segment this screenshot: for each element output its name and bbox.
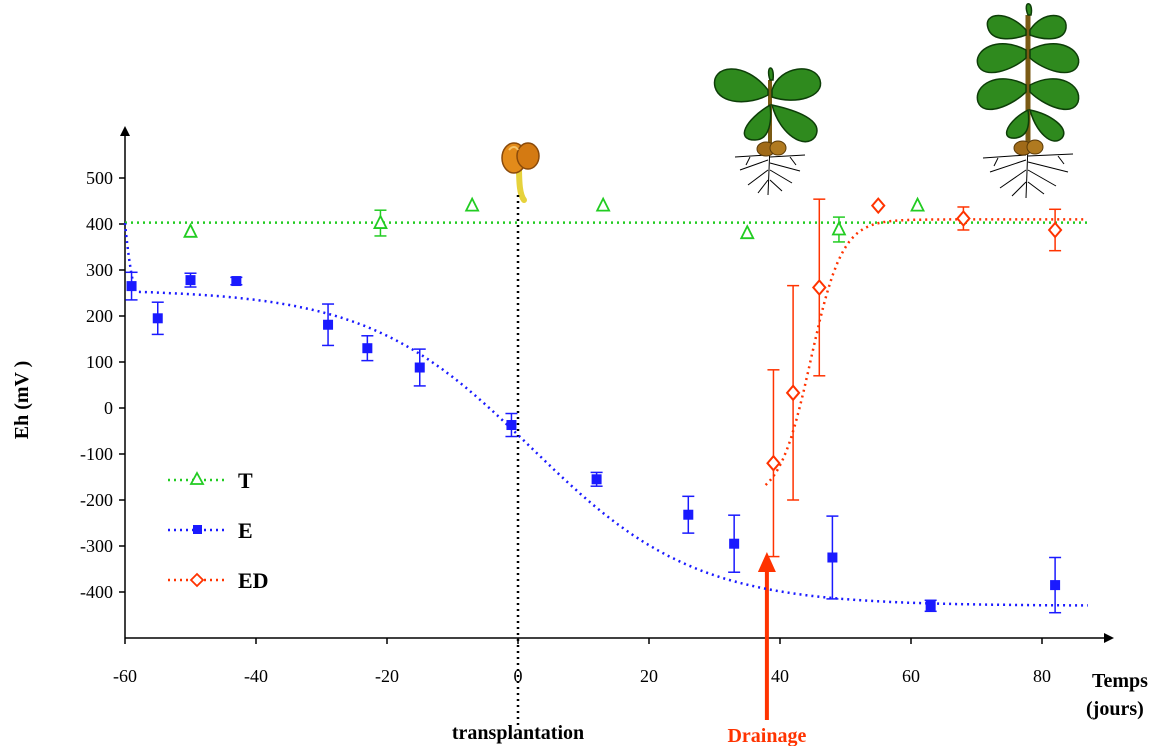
y-tick-label: -400 xyxy=(80,582,113,602)
error-bars xyxy=(125,198,1062,614)
data-point-t xyxy=(183,222,198,238)
data-point-e xyxy=(152,313,163,324)
x-tick-label: 80 xyxy=(1033,666,1051,686)
y-axis-title: Eh (mV ) xyxy=(11,361,33,440)
legend-label-t: T xyxy=(238,468,253,493)
fit-curve-ed xyxy=(764,218,1087,486)
data-point-ed xyxy=(870,197,886,215)
data-point-ed xyxy=(785,384,801,402)
data-markers xyxy=(126,196,1063,611)
young-plant-roots-icon xyxy=(734,144,806,196)
drainage-arrow-head-icon xyxy=(757,552,776,572)
mature-plant-roots-icon xyxy=(982,144,1074,199)
data-point-t xyxy=(372,214,388,229)
legend: T E ED xyxy=(168,468,269,593)
y-tick-label: 300 xyxy=(86,260,113,280)
data-point-e xyxy=(1050,580,1061,591)
x-tick-label: 40 xyxy=(771,666,789,686)
data-point-e xyxy=(185,275,196,286)
legend-marker-t-icon xyxy=(189,471,205,485)
data-point-e xyxy=(126,281,137,292)
data-point-ed xyxy=(766,454,781,472)
y-tick-label: 200 xyxy=(86,306,113,326)
data-point-e xyxy=(729,538,740,549)
data-point-ed xyxy=(811,278,827,297)
seed-icon xyxy=(501,142,540,203)
young-plant-icon xyxy=(713,67,822,196)
mature-plant-icon xyxy=(976,3,1080,199)
data-point-e xyxy=(591,474,602,485)
data-point-e xyxy=(323,319,334,330)
data-point-e xyxy=(362,343,373,354)
data-point-ed xyxy=(1047,221,1063,239)
data-point-t xyxy=(464,196,480,212)
data-point-e xyxy=(925,600,936,611)
y-tick-label: -100 xyxy=(80,444,113,464)
fit-curves xyxy=(123,218,1088,607)
x-tick-marks xyxy=(124,638,1043,644)
y-tick-label: -200 xyxy=(80,490,113,510)
data-point-e xyxy=(683,509,694,520)
x-tick-label: -40 xyxy=(244,666,268,686)
fit-curve-e xyxy=(123,222,1088,607)
data-point-t xyxy=(831,220,847,236)
y-tick-label: -300 xyxy=(80,536,113,556)
y-tick-marks xyxy=(119,177,125,593)
y-tick-label: 100 xyxy=(86,352,113,372)
x-tick-label: 20 xyxy=(640,666,658,686)
data-point-ed xyxy=(956,209,971,228)
x-tick-label: 0 xyxy=(514,666,523,686)
legend-label-ed: ED xyxy=(238,568,269,593)
x-axis-title-line2: (jours) xyxy=(1086,698,1144,720)
x-tick-label: -20 xyxy=(375,666,399,686)
legend-marker-ed-icon xyxy=(189,572,205,588)
x-tick-label: 60 xyxy=(902,666,920,686)
x-axis-title-line1: Temps xyxy=(1092,670,1148,692)
data-point-t xyxy=(739,224,755,240)
legend-marker-e-icon xyxy=(193,525,202,534)
data-point-e xyxy=(414,362,425,373)
drainage-label: Drainage xyxy=(727,725,806,746)
transplantation-label: transplantation xyxy=(452,722,584,744)
y-tick-label: 500 xyxy=(86,168,113,188)
data-point-e xyxy=(506,420,517,431)
data-point-t xyxy=(910,196,926,212)
data-point-t xyxy=(595,196,611,212)
data-point-e xyxy=(827,552,838,563)
y-tick-label: 0 xyxy=(104,398,113,418)
x-tick-label: -60 xyxy=(113,666,137,686)
data-point-e xyxy=(231,276,242,287)
y-tick-label: 400 xyxy=(86,214,113,234)
legend-label-e: E xyxy=(238,518,253,543)
